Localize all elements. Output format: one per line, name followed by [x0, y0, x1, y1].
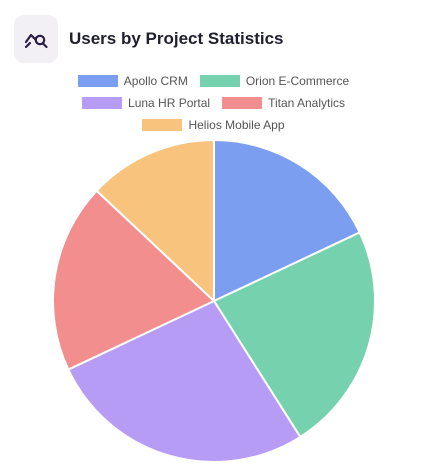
- legend-swatch: [142, 119, 183, 131]
- legend-item-luna-hr-portal[interactable]: Luna HR Portal: [82, 96, 210, 110]
- legend-label: Helios Mobile App: [188, 118, 285, 132]
- legend-label: Titan Analytics: [268, 96, 345, 110]
- legend-item-orion-e-commerce[interactable]: Orion E-Commerce: [199, 74, 350, 88]
- chart-search-icon: [14, 15, 58, 63]
- legend-label: Orion E-Commerce: [245, 74, 350, 88]
- pie-slice-orion-e-commerce[interactable]: [212, 231, 377, 439]
- pie-chart: [52, 138, 377, 463]
- chart-legend: Apollo CRM Orion E-Commerce Luna HR Port…: [0, 70, 427, 136]
- legend-swatch: [199, 75, 240, 87]
- legend-item-apollo-crm[interactable]: Apollo CRM: [77, 74, 188, 88]
- pie-slice-helios-mobile-app[interactable]: [95, 138, 215, 304]
- pie-slice-luna-hr-portal[interactable]: [66, 299, 302, 463]
- pie-slice-titan-analytics[interactable]: [52, 189, 216, 371]
- legend-swatch: [77, 75, 118, 87]
- legend-label: Luna HR Portal: [128, 96, 211, 110]
- pie-slice-apollo-crm[interactable]: [213, 138, 362, 303]
- card-header: Users by Project Statistics: [14, 14, 283, 64]
- legend-item-titan-analytics[interactable]: Titan Analytics: [222, 96, 345, 110]
- legend-label: Apollo CRM: [123, 74, 188, 88]
- legend-swatch: [82, 97, 123, 109]
- legend-item-helios-mobile-app[interactable]: Helios Mobile App: [142, 118, 285, 132]
- card-title: Users by Project Statistics: [69, 29, 284, 48]
- legend-swatch: [222, 97, 263, 109]
